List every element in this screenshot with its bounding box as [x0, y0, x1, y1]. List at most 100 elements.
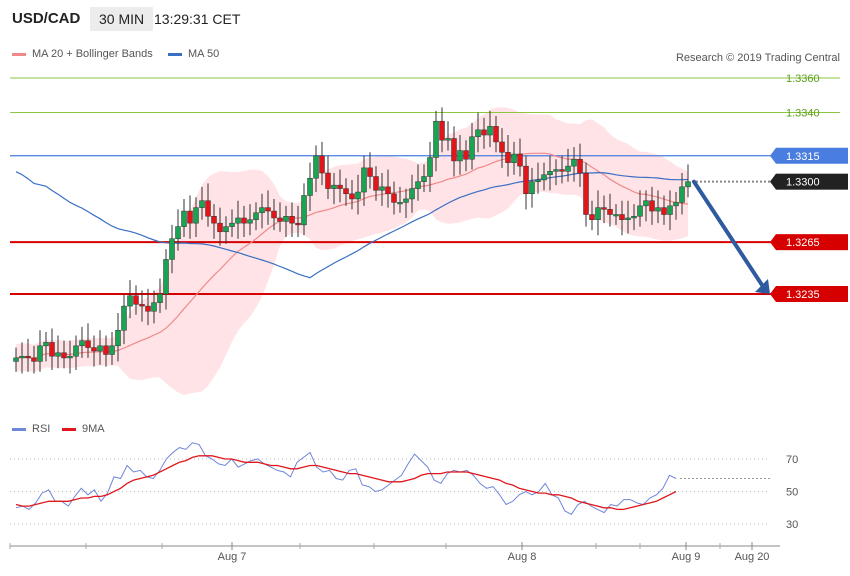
- candle-body: [187, 210, 193, 224]
- candle: [679, 173, 685, 215]
- candle: [61, 340, 67, 369]
- candle-body: [619, 214, 625, 220]
- candle: [25, 338, 31, 372]
- candle-body: [451, 138, 457, 162]
- level-label-5: 1.3235: [770, 286, 848, 302]
- candle-body: [85, 340, 91, 348]
- legend-9ma-swatch: [62, 427, 76, 431]
- candle-body: [325, 172, 331, 189]
- price-axis-label: 1.3315: [786, 151, 820, 163]
- price-axis-tag-arrow: [770, 147, 776, 164]
- legend-ma50: MA 50: [168, 48, 219, 60]
- candle-body: [481, 129, 487, 136]
- candle: [319, 141, 325, 186]
- candle: [385, 169, 391, 208]
- timeframe-badge[interactable]: 30 MIN: [90, 7, 154, 31]
- candle-body: [43, 342, 49, 347]
- candle-body: [31, 357, 37, 362]
- candle: [553, 159, 559, 186]
- candle-body: [457, 150, 463, 162]
- candle-body: [571, 158, 577, 167]
- candle: [259, 193, 265, 229]
- candle-body: [205, 200, 211, 217]
- price-axis-tag: [776, 234, 848, 251]
- candle-body: [181, 210, 187, 227]
- candle: [229, 209, 235, 237]
- candle: [487, 110, 493, 148]
- candle: [187, 195, 193, 239]
- rsi-axis-label: 30: [786, 519, 798, 531]
- candle-body: [415, 181, 421, 189]
- candle: [583, 162, 589, 227]
- candle-body: [493, 126, 499, 143]
- legend-ma20-swatch: [12, 52, 26, 56]
- candle-body: [169, 238, 175, 260]
- candle: [397, 186, 403, 213]
- candle-body: [385, 186, 391, 195]
- price-axis-tag: [776, 147, 848, 164]
- candle-body: [373, 176, 379, 191]
- level-label-2: 1.3315: [770, 147, 848, 164]
- candle-body: [223, 226, 229, 233]
- candle: [295, 205, 301, 237]
- candle: [499, 128, 505, 168]
- candle: [625, 200, 631, 234]
- candle: [445, 121, 451, 151]
- candle: [277, 202, 283, 232]
- candle-body: [121, 305, 127, 331]
- candle: [193, 197, 199, 237]
- candle-body: [529, 181, 535, 195]
- candle-body: [313, 155, 319, 179]
- candle: [103, 335, 109, 367]
- candle: [163, 249, 169, 310]
- candle: [559, 155, 565, 184]
- candle-body: [199, 200, 205, 208]
- candle-body: [469, 136, 475, 160]
- level-label-1: 1.3340: [786, 108, 820, 120]
- candle: [367, 152, 373, 189]
- candle-body: [235, 217, 241, 224]
- candle: [349, 179, 355, 210]
- forecast-arrow-head: [755, 279, 770, 294]
- candle-body: [127, 295, 133, 307]
- candle: [145, 288, 151, 326]
- candle-body: [361, 167, 367, 193]
- candle-body: [427, 157, 433, 177]
- candle: [409, 174, 415, 213]
- candle-body: [331, 184, 337, 189]
- candle: [481, 117, 487, 149]
- candle-body: [55, 352, 61, 357]
- candle: [313, 145, 319, 193]
- candle: [223, 216, 229, 244]
- price-axis-tag: [776, 286, 848, 302]
- candle-body: [643, 200, 649, 207]
- candle-body: [247, 219, 253, 224]
- candle: [211, 204, 217, 239]
- candle-body: [277, 217, 283, 222]
- candle: [361, 155, 367, 206]
- time-axis: Aug 7 Aug 8 Aug 9 Aug 20: [9, 542, 780, 563]
- candle: [469, 122, 475, 170]
- candle: [133, 285, 139, 315]
- candle: [607, 193, 613, 227]
- candle-body: [559, 169, 565, 172]
- candle-body: [175, 226, 181, 239]
- candle-body: [343, 188, 349, 195]
- candle-body: [217, 222, 223, 233]
- legend-rsi-label: RSI: [32, 423, 51, 435]
- candle: [571, 147, 577, 182]
- candle-body: [583, 172, 589, 215]
- candle-body: [625, 217, 631, 220]
- time-axis-label: Aug 7: [218, 551, 247, 563]
- price-axis-label: 1.3360: [786, 73, 820, 85]
- candle-body: [403, 198, 409, 203]
- candle: [253, 202, 259, 231]
- rsi-axis-label: 70: [786, 454, 798, 466]
- candle-body: [499, 141, 505, 153]
- bollinger-band: [16, 107, 688, 396]
- candle: [199, 186, 205, 220]
- candle: [217, 207, 223, 246]
- time-axis-label: Aug 20: [735, 551, 770, 563]
- candle: [355, 174, 361, 215]
